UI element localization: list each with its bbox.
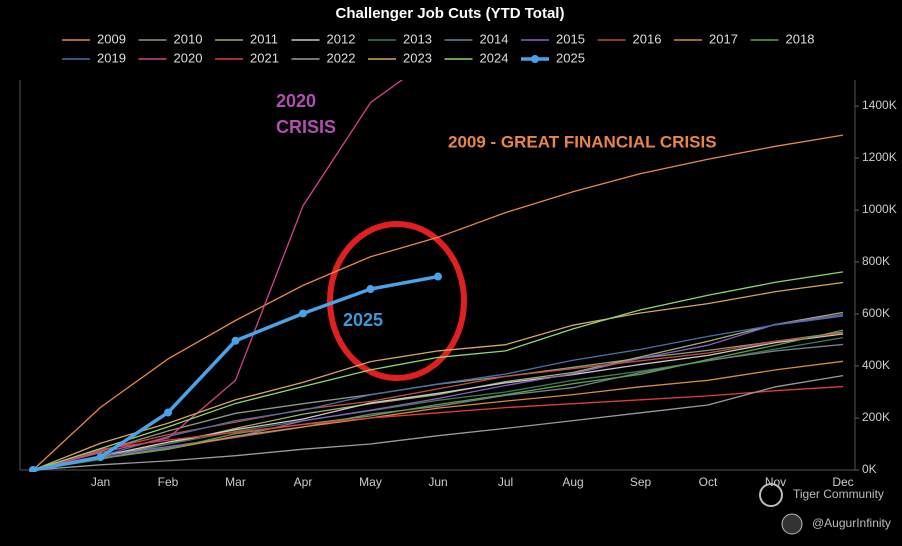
legend-label: 2016 xyxy=(633,31,662,46)
chart-title: Challenger Job Cuts (YTD Total) xyxy=(336,5,565,22)
legend-label: 2010 xyxy=(174,31,203,46)
x-tick-label: Sep xyxy=(630,475,652,489)
legend-label: 2019 xyxy=(97,50,126,65)
series-line xyxy=(32,80,404,471)
series-line xyxy=(32,343,844,471)
y-tick-label: 1200K xyxy=(862,150,897,164)
series-line xyxy=(32,315,844,471)
x-tick-label: Jul xyxy=(498,475,513,489)
point xyxy=(29,466,37,472)
point xyxy=(299,309,307,318)
legend-label: 2012 xyxy=(327,31,356,46)
legend-marker xyxy=(531,55,539,63)
x-tick-label: Jan xyxy=(91,475,110,489)
legend-label: 2023 xyxy=(403,50,432,65)
annotation: 2009 - GREAT FINANCIAL CRISIS xyxy=(448,132,717,151)
x-tick-label: Nov xyxy=(765,475,786,489)
y-tick-label: 1000K xyxy=(862,202,897,216)
y-tick-label: 200K xyxy=(862,410,890,424)
watermark: @AugurInfinity xyxy=(812,516,891,530)
legend-label: 2022 xyxy=(327,50,356,65)
point xyxy=(231,336,240,345)
legend-label: 2013 xyxy=(403,31,432,46)
y-tick-label: 0K xyxy=(862,462,877,476)
point xyxy=(96,453,105,462)
point xyxy=(434,272,442,281)
legend-label: 2024 xyxy=(480,50,509,65)
series-line xyxy=(32,333,844,471)
x-tick-label: Dec xyxy=(832,475,853,489)
series-line xyxy=(32,385,844,471)
point xyxy=(366,285,375,294)
y-tick-label: 1400K xyxy=(862,98,897,112)
series-line xyxy=(32,329,844,471)
plot-area xyxy=(29,80,844,472)
x-tick-label: Mar xyxy=(225,475,246,489)
legend-label: 2018 xyxy=(786,31,815,46)
y-tick-label: 600K xyxy=(862,306,890,320)
legend-label: 2011 xyxy=(250,31,278,46)
x-tick-label: Oct xyxy=(699,475,718,489)
series-line xyxy=(32,281,844,471)
legend-label: 2017 xyxy=(709,31,738,46)
annotation: 2020 xyxy=(276,91,316,111)
series-line xyxy=(32,134,844,471)
watermark: Tiger Community xyxy=(793,487,884,501)
x-tick-label: Apr xyxy=(294,475,313,489)
legend-label: 2015 xyxy=(556,31,585,46)
legend-label: 2025 xyxy=(556,50,585,65)
y-tick-label: 400K xyxy=(862,358,890,372)
y-tick-label: 800K xyxy=(862,254,890,268)
watermark-icon xyxy=(781,513,803,535)
watermark-icon xyxy=(759,483,783,507)
legend-label: 2020 xyxy=(174,50,203,65)
x-tick-label: Feb xyxy=(158,475,179,489)
series-line xyxy=(32,271,844,471)
x-tick-label: May xyxy=(359,475,382,489)
x-tick-label: Jun xyxy=(428,475,447,489)
series-line xyxy=(32,374,844,471)
highlight-circle xyxy=(327,221,467,381)
series-line xyxy=(32,332,844,471)
legend-label: 2021 xyxy=(250,50,279,65)
series-line xyxy=(32,313,844,471)
x-tick-label: Aug xyxy=(562,475,583,489)
legend-label: 2009 xyxy=(97,31,126,46)
legend-label: 2014 xyxy=(480,31,509,46)
annotation: CRISIS xyxy=(276,117,336,137)
annotation: 2025 xyxy=(343,310,383,330)
point xyxy=(164,408,172,417)
